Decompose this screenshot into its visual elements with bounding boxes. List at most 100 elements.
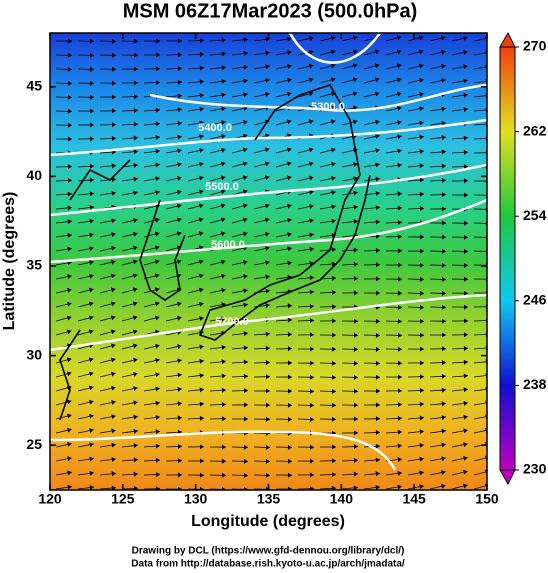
wind-arrow-head [287, 402, 292, 408]
wind-arrow-head [331, 204, 336, 210]
wind-arrow-head [441, 387, 446, 393]
colorbar-extend-top [499, 31, 516, 48]
wind-arrow-head [133, 80, 139, 86]
wind-arrow-head [133, 443, 138, 449]
wind-arrow-head [309, 63, 314, 69]
wind-arrow-head [331, 332, 337, 338]
wind-arrow-head [199, 472, 204, 478]
wind-arrow-head [111, 80, 116, 86]
wind-arrow-head [419, 177, 424, 183]
wind-arrow-head [265, 360, 270, 366]
wind-arrow-head [375, 457, 380, 463]
wind-arrow-head [155, 52, 160, 58]
wind-arrow-head [419, 484, 424, 490]
wind-arrow [473, 66, 487, 70]
wind-arrow-head [133, 94, 138, 100]
wind-arrow-head [242, 231, 248, 237]
wind-arrow-head [132, 329, 138, 335]
wind-arrow [473, 123, 487, 126]
wind-arrow-head [309, 402, 314, 408]
wind-arrow-head [221, 133, 226, 139]
wind-arrow-head [287, 36, 292, 42]
wind-arrow-head [463, 107, 468, 112]
colorbar-tick-label: 270 [523, 38, 547, 54]
wind-arrow-head [463, 149, 468, 155]
wind-arrow-head [220, 231, 226, 237]
wind-arrow-head [110, 287, 116, 293]
wind-arrow-head [177, 79, 182, 85]
wind-arrow-head [154, 245, 160, 251]
wind-arrow-head [287, 472, 292, 478]
wind-arrow-head [89, 485, 94, 490]
wind-arrow-head [331, 190, 336, 196]
wind-arrow-head [220, 189, 226, 195]
wind-arrow-head [463, 164, 468, 170]
wind-arrow-head [111, 232, 116, 238]
wind-arrow-head [397, 457, 402, 463]
wind-arrow-head [374, 49, 380, 55]
wind-arrow-head [308, 147, 314, 153]
wind-arrow-head [133, 371, 138, 377]
wind-arrow-head [331, 318, 336, 324]
wind-arrow-head [287, 232, 292, 238]
wind-arrow-head [243, 444, 248, 450]
wind-arrow-head [397, 415, 402, 421]
wind-arrow-head [353, 176, 358, 182]
wind-arrow-head [419, 148, 424, 154]
wind-arrow-head [155, 372, 160, 378]
wind-arrow-head [419, 374, 424, 380]
wind-arrow-head [67, 441, 72, 447]
wind-arrow-head [397, 443, 402, 449]
wind-arrow-head [463, 220, 468, 226]
wind-arrow-head [89, 108, 94, 114]
wind-arrow-head [375, 276, 381, 282]
wind-arrow-head [133, 162, 138, 168]
wind-arrow-head [287, 50, 292, 56]
wind-arrow-head [243, 458, 248, 464]
wind-arrow-head [397, 360, 402, 366]
colorbar-axis: 230 238 246 254 262 270 [515, 38, 547, 477]
wind-arrow-head [265, 288, 270, 294]
wind-arrow-head [221, 344, 226, 350]
wind-arrow-head [308, 119, 314, 125]
wind-arrow-head [353, 219, 358, 225]
wind-arrow-head [331, 416, 336, 422]
wind-arrow-head [155, 486, 160, 490]
wind-arrow-head [375, 318, 380, 324]
wind-arrow-head [242, 147, 248, 153]
wind-arrow-head [375, 416, 380, 422]
wind-arrow-head [221, 106, 226, 112]
wind-arrow-head [265, 231, 270, 237]
wind-arrow-head [375, 219, 380, 225]
wind-arrow-head [265, 374, 270, 380]
wind-arrow-head [264, 161, 270, 167]
wind-arrow-head [89, 218, 94, 224]
y-tick-label: 25 [26, 436, 42, 452]
wind-arrow-head [353, 162, 358, 167]
wind-arrow-head [419, 63, 424, 69]
wind-arrow-head [221, 161, 226, 167]
wind-arrow-head [441, 401, 446, 407]
wind-arrow-head [177, 472, 182, 478]
wind-arrow-head [264, 203, 270, 209]
wind-arrow-head [353, 471, 358, 477]
wind-arrow-head [67, 38, 72, 44]
contour-label: 5700.0 [215, 316, 249, 328]
wind-arrow-head [133, 190, 138, 196]
wind-arrow-head [397, 148, 402, 154]
wind-arrow-head [220, 203, 226, 209]
wind-arrow-head [287, 360, 292, 366]
contour-label: 5500.0 [205, 181, 239, 193]
wind-arrow-head [287, 444, 292, 450]
wind-arrow-head [397, 234, 402, 240]
wind-arrow-head [309, 374, 314, 380]
wind-arrow-head [419, 360, 425, 366]
wind-arrow-head [66, 357, 72, 363]
wind-arrow-head [199, 38, 204, 44]
wind-arrow-head [441, 442, 446, 448]
wind-arrow-head [396, 35, 402, 41]
wind-arrow-head [330, 77, 336, 83]
wind-arrow-head [287, 331, 292, 337]
wind-arrow-head [309, 232, 314, 238]
